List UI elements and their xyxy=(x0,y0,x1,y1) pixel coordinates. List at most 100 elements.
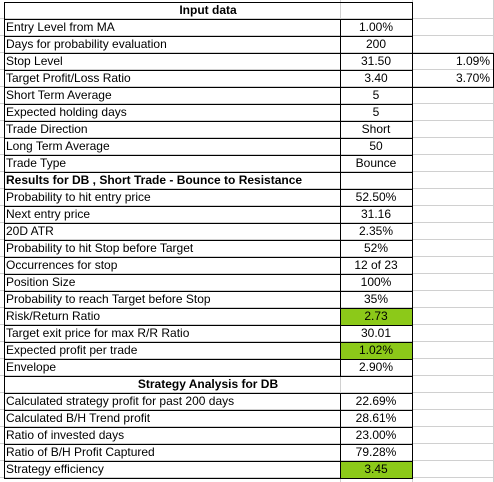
table-border xyxy=(340,223,341,240)
table-border xyxy=(4,325,413,326)
label-cell[interactable]: Calculated strategy profit for past 200 … xyxy=(6,394,235,408)
value-cell[interactable]: 31.50 xyxy=(360,54,392,68)
extra-cell[interactable] xyxy=(412,172,494,189)
gridline xyxy=(0,375,494,376)
extra-cell[interactable] xyxy=(412,274,494,291)
label-cell[interactable]: Envelope xyxy=(6,360,57,374)
label-cell[interactable]: Probability to hit Stop before Target xyxy=(6,241,194,255)
value-cell[interactable]: 2.35% xyxy=(358,224,394,238)
label-cell[interactable]: Position Size xyxy=(6,275,76,289)
value-cell[interactable]: 3.40 xyxy=(364,71,388,85)
extra-cell[interactable] xyxy=(412,444,494,461)
extra-cell[interactable] xyxy=(412,427,494,444)
value-cell[interactable]: 2.73 xyxy=(340,308,412,325)
extra-cell[interactable]: 3.70% xyxy=(455,71,490,85)
extra-cell[interactable] xyxy=(412,104,494,121)
value-cell[interactable]: 52% xyxy=(363,241,389,255)
label-cell[interactable]: Target Profit/Loss Ratio xyxy=(6,71,131,85)
label-cell[interactable]: Calculated B/H Trend profit xyxy=(6,411,151,425)
label-cell[interactable]: Results for DB , Short Trade - Bounce to… xyxy=(6,173,303,187)
extra-cell[interactable] xyxy=(412,155,494,172)
table-row: Stop Level 31.50 1.09% xyxy=(0,53,494,70)
value-cell[interactable]: 1.00% xyxy=(358,20,394,34)
value-cell[interactable]: 5 xyxy=(372,88,380,102)
extra-cell[interactable] xyxy=(412,240,494,257)
extra-cell[interactable] xyxy=(412,138,494,155)
value-cell[interactable]: 31.16 xyxy=(360,207,392,221)
value-cell[interactable]: 5 xyxy=(372,105,380,119)
extra-cell[interactable] xyxy=(412,19,494,36)
label-cell[interactable]: Strategy efficiency xyxy=(6,462,104,476)
value-cell[interactable]: Bounce xyxy=(355,156,397,170)
value-cell[interactable]: 3.45 xyxy=(340,461,412,478)
value-cell[interactable]: 28.61% xyxy=(355,411,397,425)
label-cell[interactable]: Next entry price xyxy=(6,207,91,221)
table-row: Input data xyxy=(0,2,494,19)
extra-cell[interactable] xyxy=(412,223,494,240)
extra-cell[interactable] xyxy=(412,291,494,308)
table-row: Next entry price 31.16 xyxy=(0,206,494,223)
extra-cell[interactable] xyxy=(412,359,494,376)
label-cell[interactable]: Ratio of B/H Profit Captured xyxy=(6,445,155,459)
label-cell[interactable]: Stop Level xyxy=(6,54,63,68)
extra-cell[interactable] xyxy=(412,376,494,393)
extra-cell[interactable] xyxy=(412,189,494,206)
value-cell[interactable]: 23.00% xyxy=(355,428,397,442)
value-cell[interactable] xyxy=(340,172,412,189)
table-border xyxy=(4,87,413,88)
label-cell[interactable]: Long Term Average xyxy=(6,139,110,153)
table-row: Calculated strategy profit for past 200 … xyxy=(0,393,494,410)
label-cell[interactable]: Probability to hit entry price xyxy=(6,190,151,204)
label-cell[interactable]: Occurrences for stop xyxy=(6,258,118,272)
label-cell[interactable]: Risk/Return Ratio xyxy=(6,309,101,323)
value-cell[interactable]: 1.02% xyxy=(340,342,412,359)
label-cell[interactable]: Days for probability evaluation xyxy=(6,37,167,51)
gridline xyxy=(0,341,494,342)
value-cell[interactable]: 52.50% xyxy=(355,190,397,204)
value-cell[interactable]: 2.90% xyxy=(358,360,394,374)
section-header-cell[interactable]: Strategy Analysis for DB xyxy=(137,377,279,391)
extra-cell[interactable] xyxy=(412,461,494,478)
extra-cell[interactable] xyxy=(412,257,494,274)
label-cell[interactable]: Ratio of invested days xyxy=(6,428,125,442)
value-cell[interactable]: Short xyxy=(361,122,391,136)
label-cell[interactable]: Entry Level from MA xyxy=(6,20,115,34)
gridline xyxy=(0,171,494,172)
extra-cell[interactable] xyxy=(412,36,494,53)
value-cell[interactable]: 50 xyxy=(369,139,383,153)
label-cell[interactable]: Target exit price for max R/R Ratio xyxy=(6,326,190,340)
table-border xyxy=(4,206,413,207)
value-cell[interactable]: 35% xyxy=(363,292,389,306)
table-row: Long Term Average 50 xyxy=(0,138,494,155)
label-cell[interactable]: Trade Type xyxy=(6,156,67,170)
value-cell[interactable]: 30.01 xyxy=(360,326,392,340)
extra-cell[interactable] xyxy=(412,308,494,325)
value-cell[interactable]: 79.28% xyxy=(355,445,397,459)
value-cell[interactable]: 22.69% xyxy=(355,394,397,408)
section-header-cell[interactable]: Input data xyxy=(179,3,237,17)
label-cell[interactable]: Expected holding days xyxy=(6,105,127,119)
label-cell[interactable]: Trade Direction xyxy=(6,122,88,136)
table-row: Strategy efficiency 3.45 xyxy=(0,461,494,478)
extra-cell[interactable] xyxy=(412,2,494,19)
table-border xyxy=(4,70,413,71)
table-border xyxy=(340,444,341,461)
value-cell[interactable]: 12 of 23 xyxy=(354,258,398,272)
label-cell[interactable]: 20D ATR xyxy=(6,224,54,238)
extra-cell[interactable] xyxy=(412,393,494,410)
extra-cell[interactable] xyxy=(412,121,494,138)
value-cell[interactable]: 100% xyxy=(360,275,392,289)
extra-cell[interactable] xyxy=(412,325,494,342)
extra-cell[interactable] xyxy=(412,342,494,359)
extra-cell[interactable] xyxy=(412,206,494,223)
label-cell[interactable]: Short Term Average xyxy=(6,88,112,102)
extra-cell[interactable] xyxy=(412,87,494,104)
table-border xyxy=(340,308,341,325)
value-cell[interactable]: 200 xyxy=(365,37,387,51)
label-cell[interactable]: Probability to reach Target before Stop xyxy=(6,292,211,306)
extra-cell[interactable] xyxy=(412,410,494,427)
extra-cell[interactable]: 1.09% xyxy=(455,54,490,68)
table-border xyxy=(340,410,341,427)
label-cell[interactable]: Expected profit per trade xyxy=(6,343,138,357)
